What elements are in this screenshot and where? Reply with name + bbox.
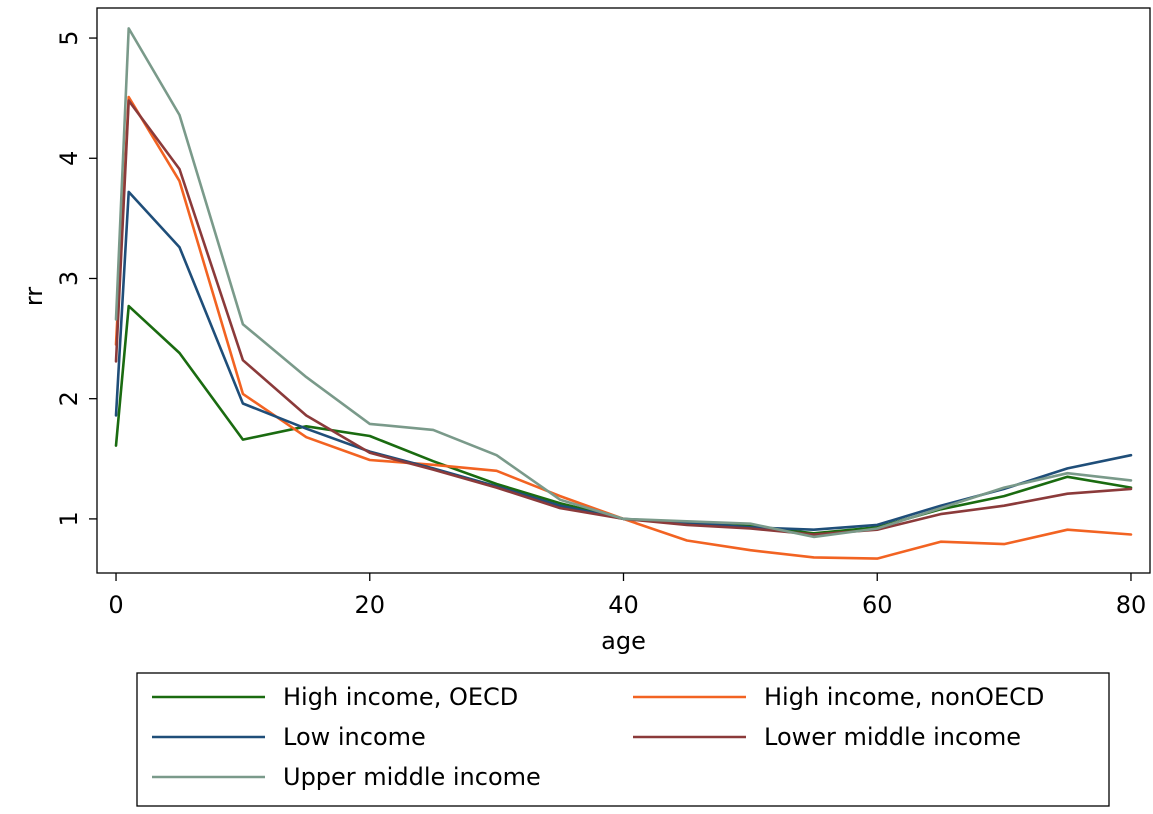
series-line-4: [114, 99, 1133, 536]
series-layer: [114, 27, 1133, 560]
y-tick-label: 1: [55, 511, 83, 526]
x-tick-label: 60: [862, 591, 893, 619]
y-axis-label: rr: [20, 287, 48, 306]
x-tick-label: 20: [354, 591, 385, 619]
x-tick-label: 80: [1116, 591, 1147, 619]
legend-label: Upper middle income: [283, 763, 541, 791]
legend-label: Lower middle income: [764, 723, 1021, 751]
series-line-5: [114, 27, 1133, 539]
axes: 0 20 40 60 80 1 2 3 4 5: [55, 7, 1151, 619]
legend-label: High income, OECD: [283, 683, 518, 711]
series-line-1: [114, 304, 1133, 535]
x-tick-label: 0: [108, 591, 123, 619]
series-line-2: [114, 95, 1133, 560]
y-tick-label: 3: [55, 271, 83, 286]
legend: High income, OECD High income, nonOECD Low…: [136, 672, 1110, 807]
legend-box: [136, 672, 1110, 807]
y-tick-label: 2: [55, 391, 83, 406]
y-tick-label: 4: [55, 151, 83, 166]
plot-frame: [96, 7, 1151, 574]
y-tick-label: 5: [55, 30, 83, 45]
x-axis-label: age: [601, 627, 646, 655]
series-line-3: [114, 190, 1133, 532]
legend-label: Low income: [283, 723, 426, 751]
legend-label: High income, nonOECD: [764, 683, 1044, 711]
x-tick-label: 40: [608, 591, 639, 619]
